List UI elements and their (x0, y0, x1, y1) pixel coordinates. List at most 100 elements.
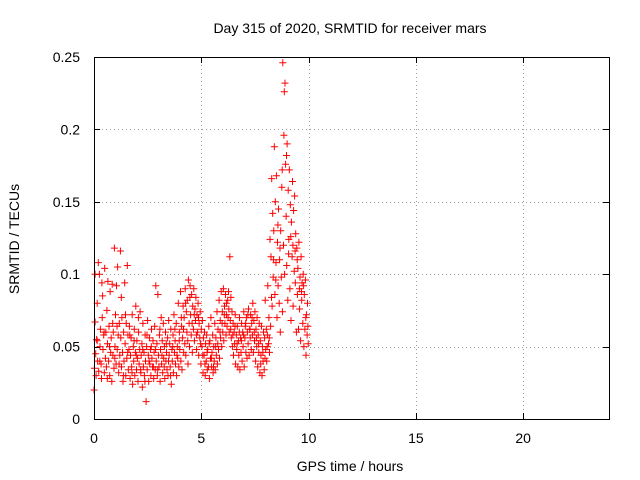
data-point (287, 218, 295, 226)
data-point (143, 331, 151, 339)
data-point (115, 369, 123, 377)
data-point (244, 340, 252, 348)
data-point (194, 328, 202, 336)
data-point (290, 267, 298, 275)
data-point (178, 366, 186, 374)
data-point (95, 367, 103, 375)
data-point (117, 334, 125, 342)
data-point (96, 325, 104, 333)
data-point (117, 293, 125, 301)
data-point (169, 343, 177, 351)
data-point (223, 322, 231, 330)
data-point (103, 306, 111, 314)
data-point (182, 351, 190, 359)
data-point (144, 317, 152, 324)
data-point (252, 357, 260, 365)
data-series-srmtid (90, 59, 312, 406)
data-point (250, 317, 258, 324)
x-tick-label: 5 (197, 430, 205, 446)
data-point (136, 308, 144, 316)
data-point (148, 325, 155, 333)
data-point (170, 311, 178, 319)
data-point (293, 256, 301, 264)
data-point (130, 325, 138, 333)
data-point (186, 293, 194, 301)
data-point (108, 280, 116, 288)
data-point (239, 343, 247, 351)
data-point (175, 363, 183, 371)
y-tick-label: 0.15 (53, 194, 80, 210)
data-point (303, 331, 311, 339)
data-point (147, 343, 155, 351)
data-point (142, 398, 150, 406)
data-point (125, 322, 133, 330)
data-point (250, 328, 258, 336)
data-point (270, 227, 278, 235)
data-point (220, 311, 228, 319)
data-point (242, 319, 250, 327)
data-point (244, 311, 252, 319)
data-point (195, 319, 203, 327)
data-point (124, 366, 132, 374)
data-point (207, 314, 215, 322)
data-point (210, 363, 217, 371)
data-point (143, 366, 151, 374)
data-point (199, 334, 207, 342)
data-point (304, 322, 312, 330)
data-point (242, 348, 250, 356)
data-point (116, 247, 124, 255)
data-point (96, 357, 104, 365)
data-point (184, 360, 192, 368)
data-point (297, 253, 305, 261)
data-point (121, 340, 129, 348)
data-point (141, 377, 149, 385)
data-point (129, 343, 137, 351)
x-tick-label: 0 (90, 430, 98, 446)
data-point (209, 331, 217, 339)
data-point (299, 319, 307, 327)
data-point (302, 351, 310, 359)
data-point (123, 262, 131, 269)
y-tick-label: 0.1 (61, 266, 81, 282)
data-point (191, 305, 199, 313)
data-point (137, 366, 145, 374)
data-point (177, 288, 184, 296)
data-point (294, 264, 302, 272)
data-point (128, 311, 136, 319)
data-point (265, 340, 272, 348)
data-point (258, 372, 266, 380)
data-point (284, 186, 292, 194)
data-point (176, 346, 184, 353)
data-point (203, 366, 211, 374)
data-point (134, 354, 142, 362)
data-point (157, 314, 165, 322)
data-point (278, 183, 286, 191)
data-point (169, 331, 177, 339)
data-point (280, 241, 287, 249)
data-point (236, 314, 243, 322)
data-point (265, 314, 273, 322)
data-point (98, 314, 106, 322)
data-point (190, 337, 198, 345)
data-point (105, 322, 113, 330)
data-point (165, 351, 173, 359)
data-point (248, 314, 256, 322)
data-point (276, 256, 284, 264)
data-point (205, 340, 213, 348)
data-point (152, 282, 160, 290)
data-point (292, 230, 300, 238)
data-point (149, 337, 157, 345)
data-point (94, 259, 102, 267)
data-point (216, 328, 224, 336)
data-point (181, 340, 189, 348)
data-point (172, 360, 179, 368)
data-point (184, 276, 192, 284)
data-point (279, 59, 287, 67)
data-point (152, 346, 160, 353)
data-point (118, 314, 126, 322)
data-point (100, 328, 108, 336)
data-point (298, 279, 306, 287)
data-point (265, 334, 273, 342)
data-point (291, 247, 299, 255)
